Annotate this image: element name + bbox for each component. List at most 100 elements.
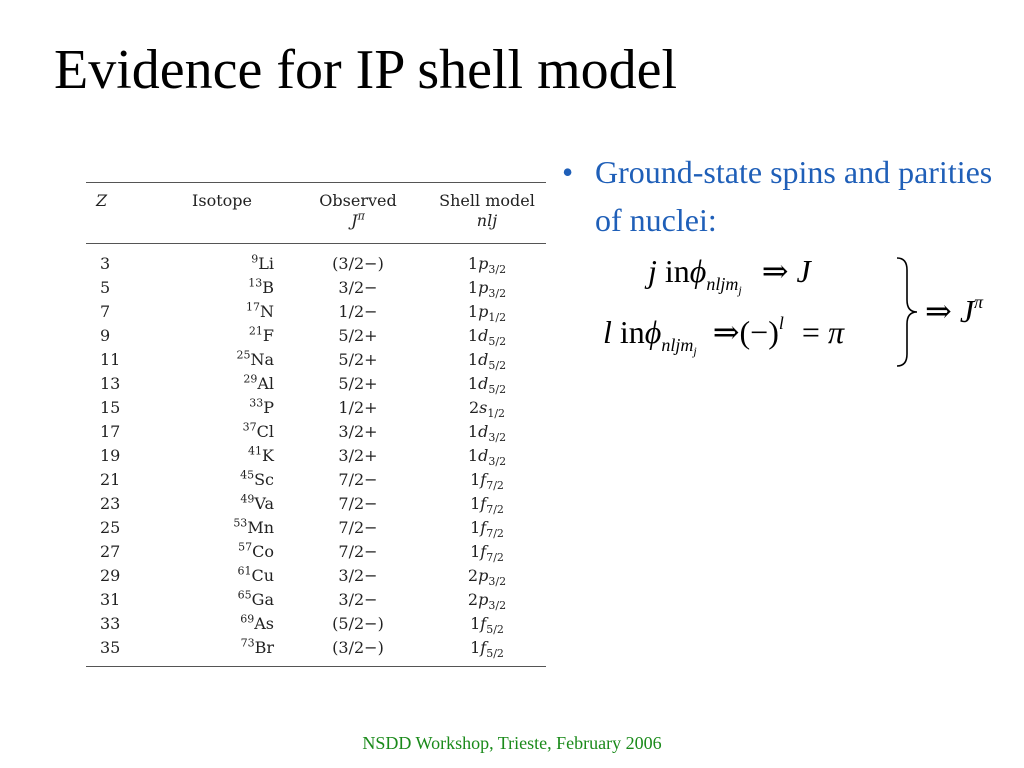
cell-observed: 3/2− [338, 278, 378, 297]
cell-shell-model: 1f5/2 [428, 636, 546, 667]
cell-isotope: 53Mn [170, 516, 288, 540]
cell-shell-model: 1f7/2 [470, 518, 504, 541]
cell-observed: 7/2− [338, 470, 378, 489]
cell-isotope: 73Br [170, 636, 288, 667]
table-row: 35 73Br (3/2−) 1f5/2 [86, 636, 546, 667]
cell-isotope: 17N [170, 300, 288, 324]
cell-observed: 5/2+ [338, 374, 378, 393]
bullet-text: Ground-state spins and parities of nucle… [595, 154, 993, 238]
cell-isotope: 69As [170, 612, 288, 636]
cell-z: 29 [100, 566, 121, 585]
table-row: 15 33P 1/2+ 2s1/2 [86, 396, 546, 420]
cell-observed: (3/2−) [288, 636, 428, 667]
bullet-item: • Ground-state spins and parities of nuc… [562, 148, 1002, 244]
table-row: 9 21F 5/2+ 1d5/2 [86, 324, 546, 348]
cell-observed: 1/2+ [338, 398, 378, 417]
slide-footer: NSDD Workshop, Trieste, February 2006 [362, 733, 662, 753]
mass-number: 29 [243, 372, 258, 386]
cell-z: 35 [86, 636, 170, 667]
mass-number: 17 [246, 300, 260, 314]
table-row: 29 61Cu 3/2− 2p3/2 [86, 564, 546, 588]
equation-line-2: l inϕnljmj ⇒(−)l = π [603, 313, 844, 358]
element-symbol: P [263, 398, 274, 417]
table-row: 13 29Al 5/2+ 1d5/2 [86, 372, 546, 396]
table-row: 25 53Mn 7/2− 1f7/2 [86, 516, 546, 540]
element-symbol: B [262, 278, 274, 297]
mass-number: 33 [249, 396, 264, 410]
element-symbol: N [260, 302, 274, 321]
cell-isotope: 37Cl [170, 420, 288, 444]
element-symbol: Sc [254, 470, 274, 489]
mass-number: 69 [240, 612, 255, 626]
table-row: 3 9Li (3/2−) 1p3/2 [86, 244, 546, 277]
cell-shell-model: 1f7/2 [470, 542, 504, 565]
mass-number: 45 [240, 468, 255, 482]
cell-z: 11 [100, 350, 121, 369]
cell-shell-model: 1f5/2 [470, 614, 504, 637]
mass-number: 25 [236, 348, 251, 362]
table-row: 31 65Ga 3/2− 2p3/2 [86, 588, 546, 612]
cell-z: 27 [100, 542, 121, 561]
bullet-dot-icon: • [562, 154, 574, 190]
cell-isotope: 57Co [170, 540, 288, 564]
cell-z: 5 [100, 278, 111, 297]
cell-z: 15 [100, 398, 121, 417]
cell-z: 25 [100, 518, 121, 537]
cell-shell-model: 1f7/2 [470, 470, 504, 493]
cell-shell-model: 1d3/2 [467, 446, 507, 469]
element-symbol: F [262, 326, 274, 345]
header-observed: Observed [288, 182, 428, 211]
mass-number: 37 [242, 420, 257, 434]
mass-number: 61 [237, 564, 252, 578]
cell-shell-model: 1d5/2 [467, 374, 507, 397]
cell-z: 33 [100, 614, 121, 633]
mass-number: 41 [248, 444, 263, 458]
table-row: 23 49Va 7/2− 1f7/2 [86, 492, 546, 516]
cell-observed: 3/2+ [338, 422, 378, 441]
element-symbol: Br [254, 638, 274, 657]
element-symbol: Co [252, 542, 274, 561]
header-shell-symbol: nlj [428, 211, 546, 244]
cell-isotope: 49Va [170, 492, 288, 516]
mass-number: 13 [248, 276, 263, 290]
cell-isotope: 13B [170, 276, 288, 300]
equation-line-1: j inϕnljmj ⇒ J [648, 253, 811, 297]
cell-isotope: 29Al [170, 372, 288, 396]
cell-observed: (3/2−) [332, 254, 384, 273]
mass-number: 53 [233, 516, 248, 530]
cell-observed: 5/2+ [338, 350, 378, 369]
cell-z: 23 [100, 494, 121, 513]
equation-result: ⇒ Jπ [925, 292, 984, 329]
cell-observed: 3/2− [338, 566, 378, 585]
cell-shell-model: 2p3/2 [467, 590, 507, 613]
mass-number: 65 [237, 588, 252, 602]
cell-isotope: 61Cu [170, 564, 288, 588]
table-header-row: Z Isotope Observed Shell model [86, 182, 546, 211]
cell-observed: 5/2+ [338, 326, 378, 345]
table-row: 27 57Co 7/2− 1f7/2 [86, 540, 546, 564]
table-row: 33 69As (5/2−) 1f5/2 [86, 612, 546, 636]
mass-number: 21 [248, 324, 263, 338]
cell-observed: 7/2− [338, 494, 378, 513]
element-symbol: Va [254, 494, 274, 513]
right-brace-icon [896, 257, 918, 367]
cell-isotope: 25Na [170, 348, 288, 372]
table-row: 5 13B 3/2− 1p3/2 [86, 276, 546, 300]
element-symbol: As [254, 614, 274, 633]
table-row: 11 25Na 5/2+ 1d5/2 [86, 348, 546, 372]
cell-shell-model: 1d3/2 [467, 422, 507, 445]
table-row: 7 17N 1/2− 1p1/2 [86, 300, 546, 324]
table-row: 17 37Cl 3/2+ 1d3/2 [86, 420, 546, 444]
cell-observed: 3/2+ [338, 446, 378, 465]
element-symbol: Mn [247, 518, 274, 537]
cell-z: 7 [100, 302, 111, 321]
table-header-subrow: Jπ nlj [86, 211, 546, 244]
cell-shell-model: 1d5/2 [467, 350, 507, 373]
cell-isotope: 33P [170, 396, 288, 420]
cell-isotope: 41K [170, 444, 288, 468]
slide-title: Evidence for IP shell model [54, 39, 678, 101]
cell-isotope: 65Ga [170, 588, 288, 612]
cell-z: 21 [100, 470, 121, 489]
table-row: 21 45Sc 7/2− 1f7/2 [86, 468, 546, 492]
cell-z: 3 [100, 254, 111, 273]
